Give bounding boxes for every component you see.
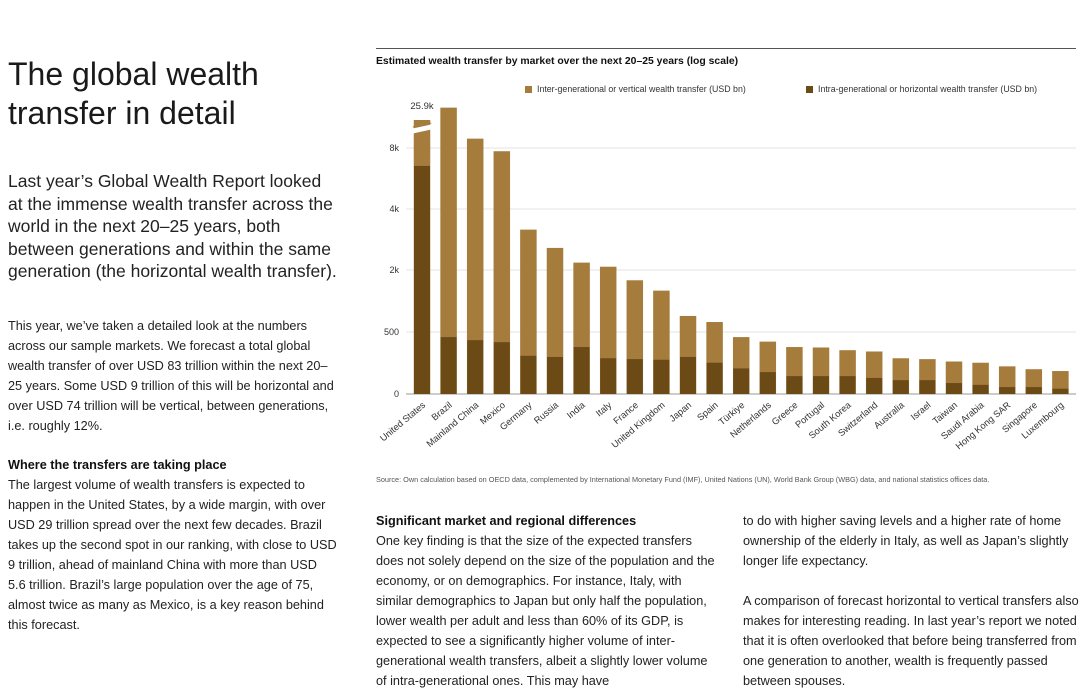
bar-horizontal [414, 165, 430, 394]
bar-vertical [1052, 371, 1069, 394]
page-title-line-2: transfer in detail [8, 95, 236, 131]
bar-vertical [493, 151, 511, 394]
lead-paragraph: Last year’s Global Wealth Report looked … [8, 171, 337, 282]
y-tick-label: 500 [384, 327, 399, 337]
x-tick-label: Israel [909, 400, 933, 422]
bar-horizontal [680, 356, 696, 394]
x-tick-label: Japan [667, 400, 693, 424]
wealth-transfer-chart: Estimated wealth transfer by market over… [376, 48, 1078, 493]
legend-label-vertical: Inter-generational or vertical wealth tr… [537, 84, 746, 94]
y-tick-label: 8k [389, 143, 399, 153]
bar-horizontal [972, 384, 989, 394]
bar-horizontal [706, 362, 723, 394]
axis-break-mark [412, 124, 432, 134]
y-tick-label: 4k [389, 204, 399, 214]
intro-column: The global wealth transfer in detail Las… [8, 55, 338, 635]
page-title: The global wealth transfer in detail [8, 55, 338, 133]
bar-horizontal [999, 387, 1016, 394]
legend-item-vertical: Inter-generational or vertical wealth tr… [525, 84, 746, 94]
legend-label-horizontal: Intra-generational or horizontal wealth … [818, 84, 1038, 94]
bar-horizontal [733, 368, 750, 394]
comparison-paragraph: A comparison of forecast horizontal to v… [743, 594, 1079, 688]
bar-horizontal [892, 380, 909, 394]
bar-horizontal [759, 372, 776, 394]
bar-vertical [440, 107, 457, 394]
bar-vertical [466, 138, 484, 394]
intro-paragraph: This year, we’ve taken a detailed look a… [8, 318, 334, 433]
legend-item-horizontal: Intra-generational or horizontal wealth … [806, 84, 1037, 94]
axis-break-line [412, 122, 432, 128]
bar-vertical [520, 229, 537, 394]
differences-paragraph: One key finding is that the size of the … [376, 534, 715, 688]
bar-horizontal [1025, 387, 1042, 394]
bar-horizontal [653, 359, 670, 394]
differences-subheading: Significant market and regional differen… [376, 514, 637, 528]
bar-horizontal [813, 376, 829, 394]
transfers-subheading: Where the transfers are taking place [8, 457, 227, 472]
bar-horizontal [946, 383, 962, 394]
chart-top-rule [376, 48, 1076, 49]
legend-swatch-vertical [525, 85, 532, 93]
x-tick-label: Russia [532, 399, 561, 425]
bar-horizontal [839, 376, 856, 394]
x-tick-label: Italy [594, 400, 614, 419]
chart-title: Estimated wealth transfer by market over… [376, 56, 739, 67]
bar-horizontal [626, 359, 643, 394]
bar-horizontal [1052, 388, 1069, 394]
x-tick-label: United States [378, 400, 427, 444]
bar-horizontal [600, 358, 617, 394]
bar-horizontal [919, 380, 936, 394]
bar-horizontal [786, 376, 803, 394]
bar-horizontal [866, 377, 883, 394]
bar-horizontal [467, 340, 484, 394]
bar-horizontal [520, 355, 537, 394]
bar-horizontal [440, 337, 457, 394]
chart-source-note: Source: Own calculation based on OECD da… [376, 475, 990, 484]
legend-swatch-horizontal [806, 85, 813, 93]
text-column-b: to do with higher saving levels and a hi… [743, 511, 1080, 691]
text-column-a: Significant market and regional differen… [376, 511, 716, 691]
x-tick-label: Australia [872, 399, 907, 430]
page-title-line-1: The global wealth [8, 56, 259, 92]
bar-horizontal [547, 356, 563, 394]
bar-horizontal [493, 342, 510, 394]
y-tick-label: 0 [394, 389, 399, 399]
transfers-paragraph: The largest volume of wealth transfers i… [8, 477, 337, 632]
x-tick-label: India [565, 399, 588, 420]
continuation-paragraph: to do with higher saving levels and a hi… [743, 514, 1069, 568]
top-value-annotation: 25.9k [410, 101, 433, 112]
bar-horizontal [573, 347, 590, 394]
y-tick-label: 2k [389, 265, 399, 275]
